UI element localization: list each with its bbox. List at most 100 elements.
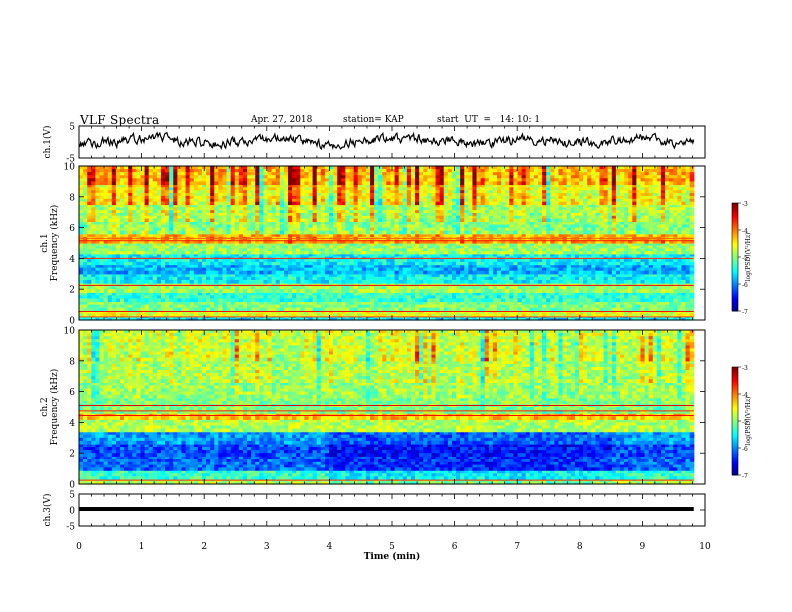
spectrogram-cell	[415, 261, 420, 266]
spectrogram-cell	[292, 259, 297, 263]
spectrogram-cell	[365, 276, 371, 281]
spectrogram-cell	[431, 221, 437, 226]
spectrogram-cell	[234, 239, 240, 244]
spectrogram-cell	[402, 270, 408, 275]
spectrogram-cell	[513, 253, 519, 258]
spectrogram-cell	[689, 239, 695, 244]
spectrogram-cell	[460, 273, 465, 278]
spectrogram-cell	[681, 270, 687, 275]
spectrogram-cell	[103, 270, 109, 275]
spectrogram-cell	[431, 276, 437, 281]
spectrogram-cell	[599, 301, 605, 306]
spectrogram-cell	[333, 307, 338, 312]
spectrogram-cell	[501, 259, 506, 263]
spectrogram-cell	[251, 245, 256, 249]
spectrogram-cell	[386, 273, 392, 278]
spectrogram-cell	[460, 307, 465, 312]
spectrogram-cell	[640, 310, 646, 315]
spectrogram-cell	[349, 221, 355, 226]
spectrogram-cell	[255, 233, 260, 238]
spectrogram-cell	[529, 267, 535, 272]
spectrogram-cell	[185, 292, 191, 296]
spectrogram-cell	[615, 221, 621, 226]
spectrogram-cell	[283, 289, 289, 293]
spectrogram-cell	[218, 301, 224, 306]
spectrogram-cell	[255, 304, 260, 309]
spectrogram-cell	[648, 310, 654, 315]
spectrogram-cell	[87, 279, 92, 284]
spectrogram-cell	[238, 233, 244, 238]
spectrogram-cell	[308, 233, 314, 238]
spectrogram-cell	[136, 310, 142, 315]
spectrogram-cell	[156, 318, 162, 321]
spectrogram-cell	[214, 264, 219, 269]
spectrogram-cell	[263, 267, 269, 272]
spectrogram-cell	[607, 304, 613, 309]
spectrogram-cell	[79, 259, 84, 263]
spectrogram-cell	[517, 224, 523, 229]
spectrogram-cell	[251, 295, 256, 300]
spectrogram-cell	[509, 267, 515, 272]
spectrogram-cell	[210, 313, 215, 317]
spectrogram-cell	[210, 307, 215, 312]
spectrogram-cell	[365, 264, 371, 269]
spectrogram-cell	[177, 295, 183, 300]
spectrogram-cell	[517, 298, 523, 303]
spectrogram-cell	[529, 243, 535, 247]
spectrogram-cell	[124, 318, 129, 321]
spectrogram-cell	[685, 279, 691, 284]
spectrogram-cell	[119, 264, 125, 269]
spectrogram-cell	[308, 261, 314, 266]
spectrogram-cell	[566, 248, 572, 252]
spectrogram-cell	[136, 248, 142, 252]
spectrogram-cell	[353, 289, 359, 293]
spectrogram-cell	[193, 304, 199, 309]
spectrogram-cell	[501, 227, 506, 232]
spectrogram-cell	[423, 301, 428, 306]
spectrogram-cell	[292, 264, 297, 269]
spectrogram-cell	[525, 276, 531, 281]
spectrogram-cell	[476, 248, 482, 252]
spectrogram-cell	[472, 295, 478, 300]
spectrogram-cell	[451, 251, 457, 255]
spectrogram-cell	[529, 295, 535, 300]
spectrogram-cell	[402, 276, 408, 281]
spectrogram-cell	[140, 295, 146, 300]
spectrogram-cell	[550, 286, 555, 290]
spectrogram-cell	[247, 227, 252, 232]
spectrogram-cell	[181, 292, 187, 296]
spectrogram-cell	[427, 233, 433, 238]
spectrogram-cell	[173, 289, 178, 293]
spectrogram-cell	[652, 286, 658, 290]
spectrogram-cell	[558, 270, 564, 275]
spectrogram-cell	[468, 292, 474, 296]
spectrogram-cell	[99, 273, 105, 278]
spectrogram-cell	[378, 233, 383, 238]
spectrogram-cell	[419, 307, 424, 312]
spectrogram-cell	[365, 310, 371, 315]
spectrogram-cell	[484, 261, 490, 266]
spectrogram-cell	[201, 248, 207, 252]
spectrogram-cell	[181, 227, 187, 232]
spectrogram-cell	[201, 279, 207, 284]
spectrogram-cell	[156, 273, 162, 278]
spectrogram-cell	[119, 224, 125, 229]
spectrogram-cell	[218, 313, 224, 317]
spectrogram-cell	[140, 253, 146, 258]
spectrogram-cell	[234, 253, 240, 258]
spectrogram-cell	[546, 221, 551, 226]
spectrogram-cell	[374, 267, 379, 272]
spectrogram-cell	[513, 245, 519, 249]
spectrogram-cell	[472, 318, 478, 321]
spectrogram-cell	[263, 286, 269, 290]
spectrogram-cell	[292, 307, 297, 312]
spectrogram-cell	[435, 279, 441, 284]
spectrogram-cell	[328, 264, 334, 269]
spectrogram-cell	[341, 251, 346, 255]
spectrogram-cell	[476, 313, 482, 317]
spectrogram-cell	[574, 279, 580, 284]
spectrogram-cell	[111, 224, 117, 229]
spectrogram-cell	[689, 276, 695, 281]
spectrogram-cell	[263, 298, 269, 303]
spectrogram-cell	[296, 318, 301, 321]
